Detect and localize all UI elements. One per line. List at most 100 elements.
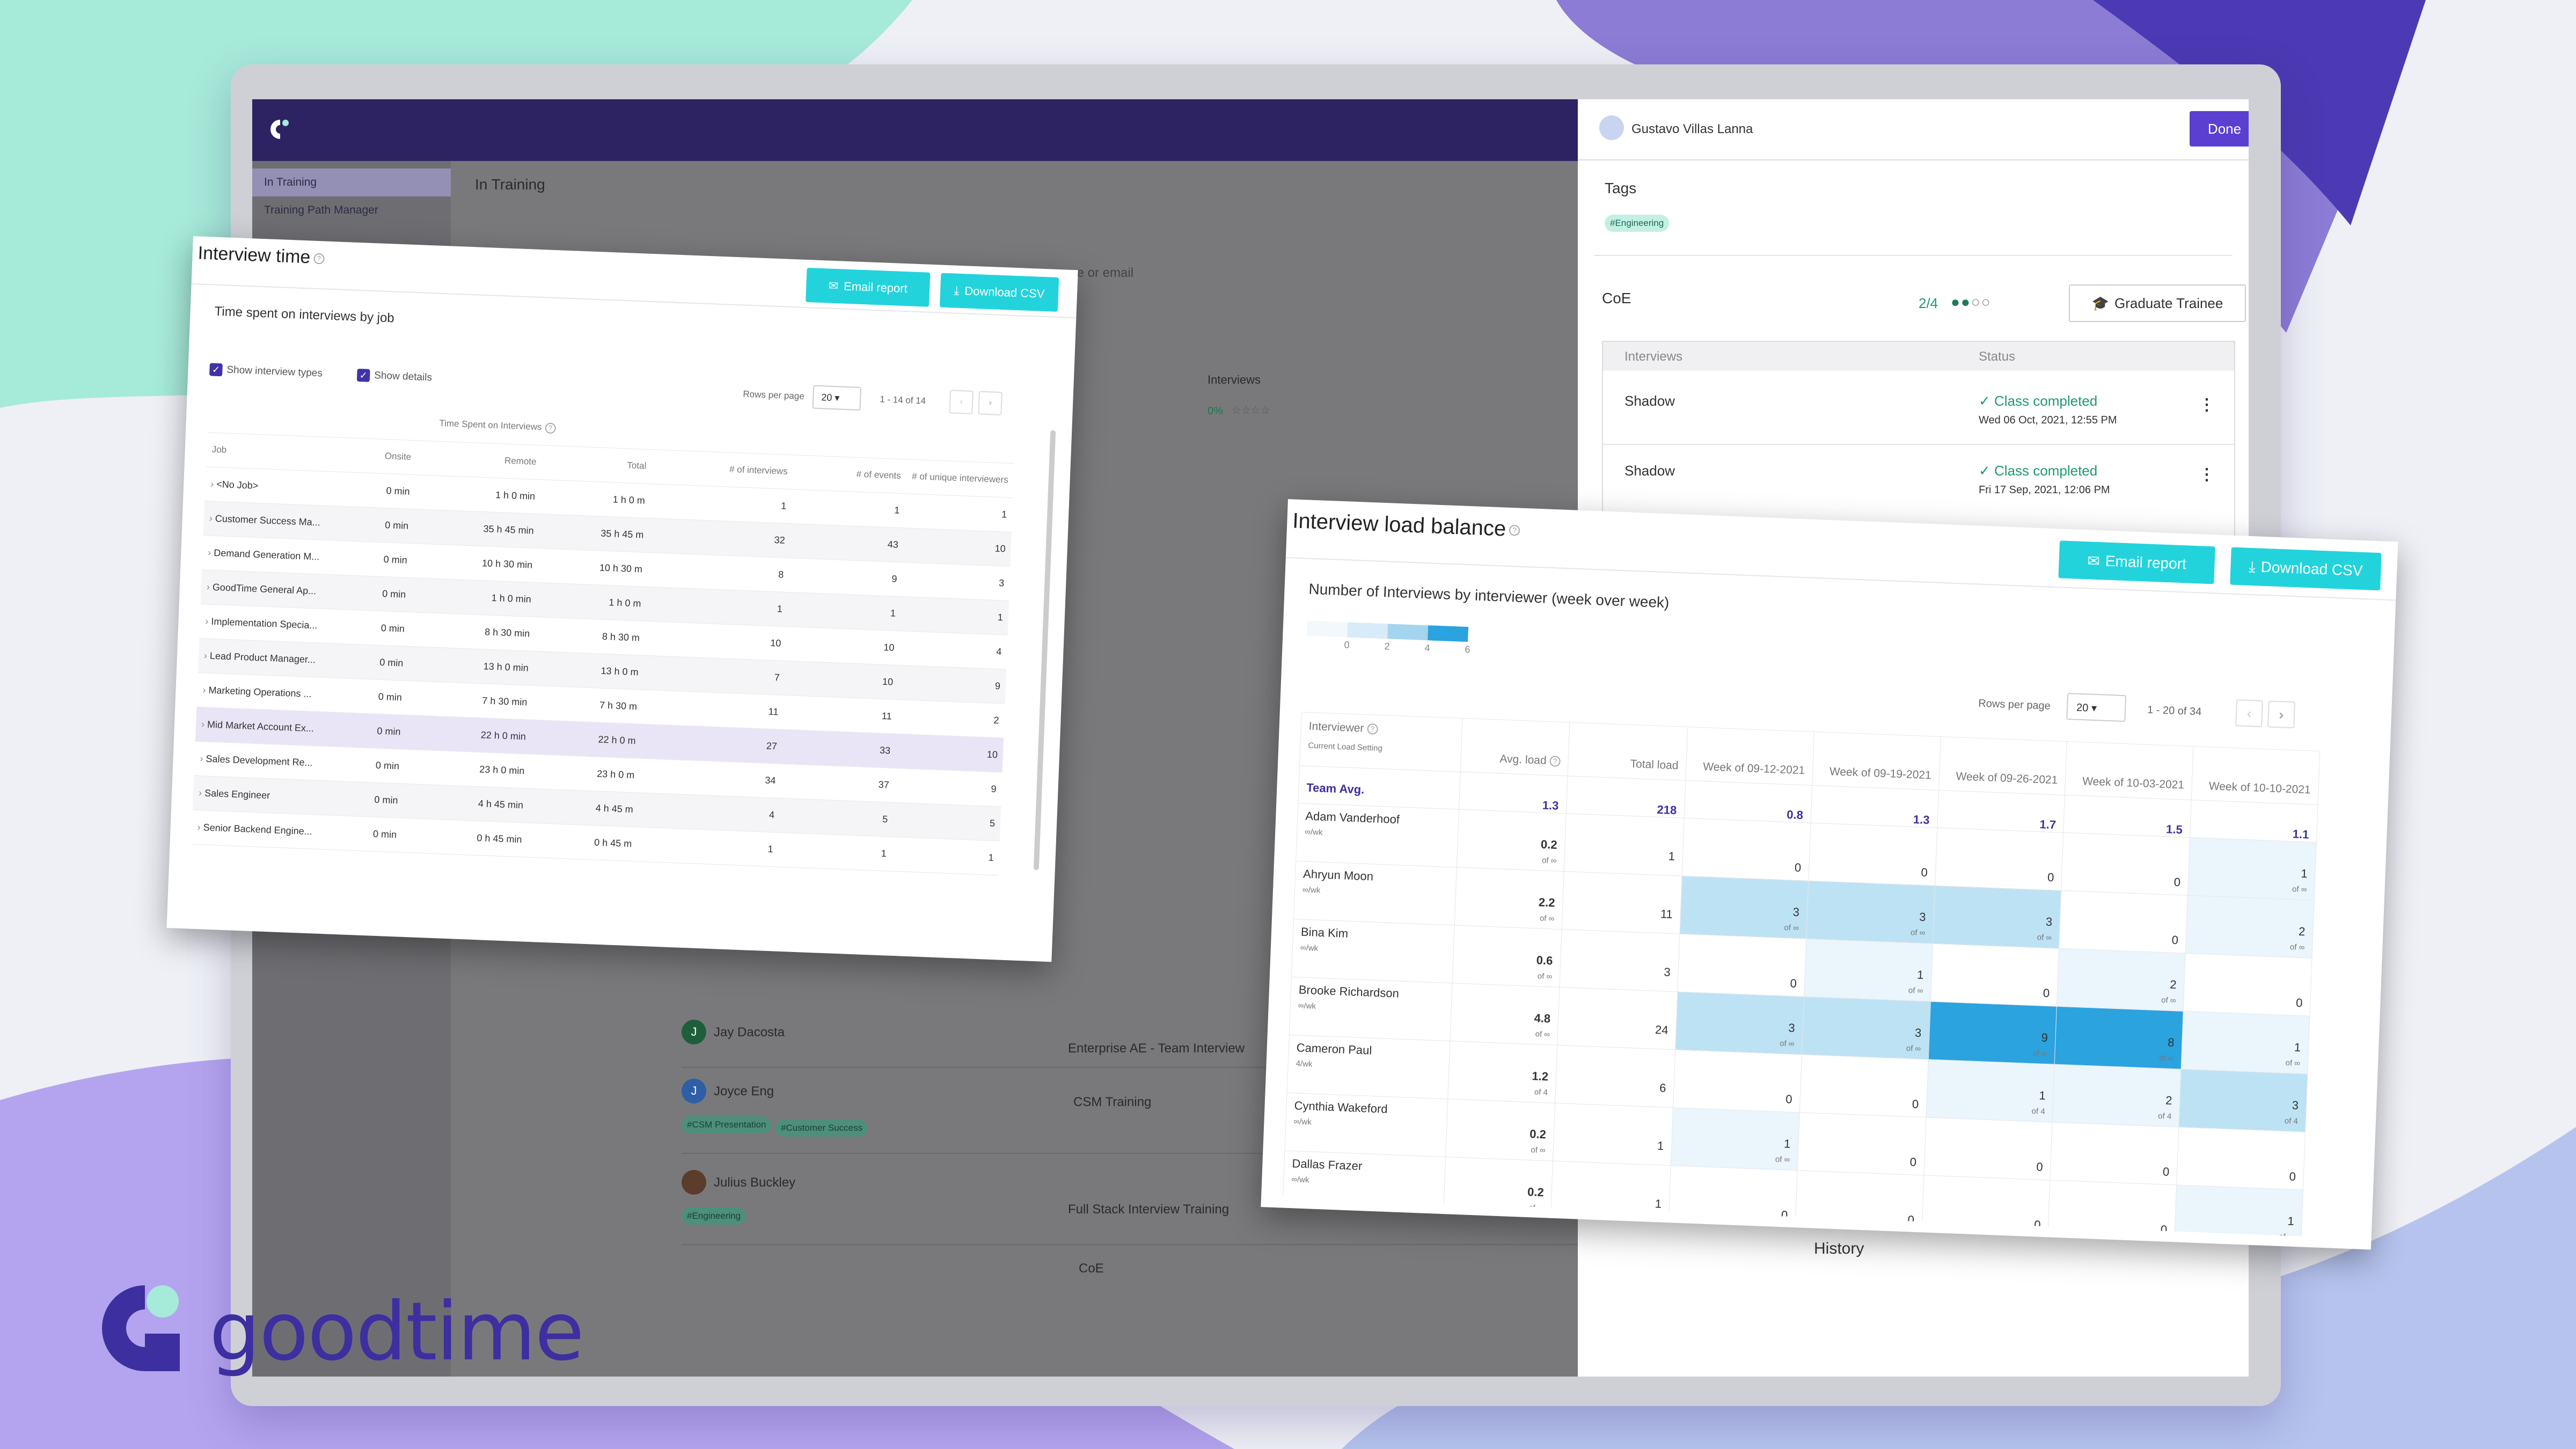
cell-remote-text: 1 h 0 min <box>495 489 536 502</box>
total-load-cell: 24 <box>1557 987 1678 1050</box>
week-load-value: 1 <box>2287 1214 2295 1228</box>
email-report-button[interactable]: ✉ Email report <box>806 267 931 307</box>
expand-chevron-icon[interactable]: › <box>198 787 205 799</box>
cell-events-text: 10 <box>882 676 894 687</box>
interview-time-table: Time Spent on Interviews? Job Onsite Rem… <box>189 398 1016 943</box>
week-load-cell: 1 of ∞ <box>1671 1107 1800 1170</box>
legend-tick: 0 <box>1344 639 1350 650</box>
sidebar-item-training-path-manager[interactable]: Training Path Manager <box>264 204 378 216</box>
next-page-button[interactable]: › <box>978 391 1002 416</box>
expand-chevron-icon[interactable]: › <box>203 649 210 661</box>
avg-load-value: 0.6 <box>1536 953 1553 968</box>
expand-chevron-icon[interactable]: › <box>208 546 214 558</box>
prev-page-button[interactable]: ‹ <box>2235 699 2263 727</box>
column-interviewer[interactable]: Interviewer? Current Load Setting <box>1299 712 1463 772</box>
cell-onsite-text: 0 min <box>377 725 401 737</box>
cell-unique-text: 10 <box>986 748 998 760</box>
expand-chevron-icon[interactable]: › <box>197 821 204 833</box>
list-item[interactable]: J Jay Dacosta Enterprise AE - Team Inter… <box>682 1014 1594 1068</box>
week-load-value: 1 <box>2294 1040 2301 1055</box>
graduate-label: Graduate Trainee <box>2114 295 2223 311</box>
load-limit: of ∞ <box>2289 942 2305 953</box>
week-load-value: 1 <box>2039 1088 2046 1103</box>
done-button[interactable]: Done <box>2190 111 2249 147</box>
column-total[interactable]: Total <box>541 445 653 484</box>
progress-dots: ●●○○ <box>1951 294 1992 310</box>
trainee-name: Jay Dacosta <box>714 1025 785 1040</box>
expand-chevron-icon[interactable]: › <box>209 513 216 524</box>
team-week-avg: 1.7 <box>1937 790 2065 833</box>
list-item[interactable]: Julius Buckley #Engineering Full Stack I… <box>682 1165 1594 1245</box>
column-interviews[interactable]: # of interviews <box>651 449 794 489</box>
cell-onsite-text: 0 min <box>380 622 405 634</box>
card-title-text: Interview time <box>197 243 311 268</box>
pagination-range: 1 - 14 of 14 <box>879 394 926 406</box>
cell-events-text: 43 <box>887 538 899 550</box>
expand-chevron-icon[interactable]: › <box>205 615 211 627</box>
column-job[interactable]: Job <box>206 432 341 472</box>
expand-chevron-icon[interactable]: › <box>200 752 207 764</box>
rows-per-page-value: 20 <box>821 392 832 403</box>
load-limit: of ∞ <box>1910 928 1926 938</box>
cell-remote: 10 h 30 min <box>412 543 539 583</box>
cell-job: › Marketing Operations ... <box>196 672 332 712</box>
cell-interviews-text: 10 <box>770 637 781 649</box>
next-page-button[interactable]: › <box>2267 700 2295 729</box>
expand-chevron-icon[interactable]: › <box>202 684 209 696</box>
column-total-load[interactable]: Total load <box>1568 722 1688 781</box>
checkbox-checked-icon: ✓ <box>356 368 370 382</box>
download-csv-button[interactable]: ⤓ Download CSV <box>2230 547 2382 591</box>
list-item[interactable]: J Joyce Eng #CSM Presentation #Customer … <box>682 1073 1594 1154</box>
column-unique-interviewers[interactable]: # of unique interviewers <box>905 459 1014 497</box>
total-load-cell: 11 <box>1562 871 1682 934</box>
rows-per-page-select[interactable]: 20 ▾ <box>2066 693 2127 722</box>
sidebar-item-in-training[interactable]: In Training <box>252 169 451 196</box>
column-week[interactable]: Week of 09-26-2021 <box>1938 736 2067 795</box>
team-week-avg: 1.3 <box>1810 785 1939 828</box>
download-csv-button[interactable]: ⤓ Download CSV <box>939 273 1059 312</box>
cell-events: 9 <box>788 558 903 597</box>
column-onsite[interactable]: Onsite <box>340 437 418 475</box>
more-icon[interactable]: ⋮ <box>2199 396 2215 414</box>
column-week[interactable]: Week of 09-19-2021 <box>1812 731 1941 791</box>
column-week[interactable]: Week of 10-10-2021 <box>2191 746 2320 805</box>
download-icon: ⤓ <box>2248 558 2256 575</box>
app-header <box>252 99 1578 161</box>
column-week[interactable]: Week of 09-12-2021 <box>1685 727 1814 786</box>
avg-load-cell: 1.2 of 4 <box>1447 1041 1557 1103</box>
more-icon[interactable]: ⋮ <box>2199 466 2215 484</box>
total-load-cell: 3 <box>1559 929 1680 992</box>
column-week[interactable]: Week of 10-03-2021 <box>2065 741 2194 800</box>
column-avg-load[interactable]: Avg. load? <box>1460 718 1570 776</box>
avg-load-cell: 0.2 of ∞ <box>1443 1157 1553 1219</box>
scrollbar[interactable] <box>1033 430 1056 870</box>
week-load-cell: 0 <box>1682 818 1811 881</box>
show-interview-types-checkbox[interactable]: ✓ Show interview types <box>209 363 323 380</box>
expand-chevron-icon[interactable]: › <box>206 581 213 592</box>
cell-events: 1 <box>791 489 906 528</box>
load-setting: ∞/wk <box>1304 827 1323 837</box>
rows-per-page-select[interactable]: 20 ▾ <box>812 385 862 411</box>
avg-load-value: 0.2 <box>1527 1185 1545 1199</box>
graduate-trainee-button[interactable]: 🎓 Graduate Trainee <box>2069 284 2246 322</box>
week-load-cell: 1 of 4 <box>1926 1059 2055 1123</box>
column-events[interactable]: # of events <box>792 455 908 494</box>
week-load-cell: 3 of ∞ <box>1802 997 1931 1060</box>
week-load-cell: 0 <box>2048 1180 2177 1236</box>
avatar: J <box>682 1079 706 1103</box>
week-load-value: 3 <box>1919 910 1927 924</box>
show-details-checkbox[interactable]: ✓ Show details <box>356 368 433 384</box>
week-load-cell: 0 <box>1923 1117 2053 1180</box>
cell-remote-text: 13 h 0 min <box>483 660 529 674</box>
cell-onsite-text: 0 min <box>379 656 404 669</box>
expand-chevron-icon[interactable]: › <box>210 478 217 489</box>
heat-legend: 0 2 4 6 <box>1306 620 1511 661</box>
week-load-value: 0 <box>2047 870 2054 884</box>
expand-chevron-icon[interactable]: › <box>201 718 208 730</box>
prev-page-button[interactable]: ‹ <box>949 390 974 414</box>
cell-events: 1 <box>787 592 902 631</box>
email-report-button[interactable]: ✉ Email report <box>2058 540 2215 584</box>
avg-load-value: 0.2 <box>1529 1127 1547 1141</box>
column-remote[interactable]: Remote <box>415 440 543 480</box>
cell-unique: 1 <box>904 493 1013 532</box>
